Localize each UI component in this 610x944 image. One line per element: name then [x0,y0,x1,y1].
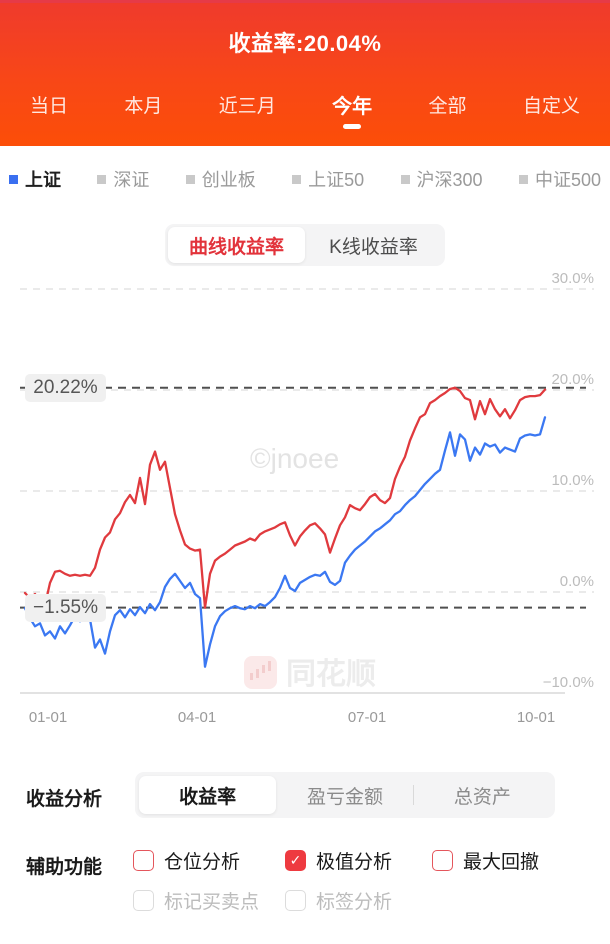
legend-item-创业板[interactable]: 创业板 [185,166,256,192]
legend-item-中证500[interactable]: 中证500 [518,166,601,192]
checkbox-label: 标记买卖点 [164,892,260,913]
checkbox-item-标记买卖点[interactable]: 标记买卖点 [133,887,259,914]
unchecked-checkbox-icon[interactable] [285,890,306,911]
toggle-option-K线收益率[interactable]: K线收益率 [329,236,418,258]
checkbox-item-仓位分析[interactable]: 仓位分析 [133,847,240,874]
analysis-option-label: 收益率 [179,786,237,808]
x-tick-label: 07-01 [348,709,386,726]
unchecked-checkbox-icon[interactable] [133,890,154,911]
analysis-option-label: 总资产 [453,786,511,808]
watermark-candle-mark [262,665,265,673]
checkbox-label: 最大回撤 [463,852,540,873]
legend-swatch [9,174,18,184]
analysis-segmented-control: 收益率 盈亏金额 总资产 [135,772,555,818]
legend-item-上证50[interactable]: 上证50 [292,166,364,192]
y-tick-label: 20.0% [551,371,594,388]
analysis-section-label: 收益分析 [26,789,103,810]
chart-canvas[interactable]: 30.0% 20.0% 10.0% 0.0% −10.0% ©jnoee 同花顺 01-01 0… [0,270,610,730]
legend-label: 沪深300 [416,170,483,190]
checkbox-item-极值分析[interactable]: ✓ 极值分析 [285,847,392,874]
analysis-option-label: 盈亏金额 [306,786,383,808]
analysis-option-总资产[interactable]: 总资产 [412,776,551,814]
checkbox-label: 标签分析 [316,892,393,913]
watermark-candle-mark [250,673,253,680]
max-value-label: 20.22% [25,374,106,402]
index-legend: 上证 深证 创业板 上证50 沪深300 中证500 [0,166,610,192]
tab-当日[interactable]: 当日 [30,96,69,117]
header: 收益率:20.04% 当日 本月 近三月 今年 全部 自定义 [0,0,610,146]
tab-全部[interactable]: 全部 [428,96,467,117]
min-value-label: −1.55% [25,594,106,622]
legend-swatch [185,174,195,184]
tab-自定义[interactable]: 自定义 [522,96,580,117]
series-line-收益率 [23,386,547,609]
toggle-option-曲线收益率[interactable]: 曲线收益率 [168,227,305,263]
x-tick-label: 01-01 [29,709,67,726]
checkbox-label: 仓位分析 [164,852,241,873]
legend-label: 深证 [113,170,150,190]
returns-chart[interactable]: 30.0% 20.0% 10.0% 0.0% −10.0% ©jnoee 同花顺 01-01 0… [0,270,610,730]
watermark-candle-mark [268,661,271,671]
legend-label: 创业板 [201,170,256,190]
legend-item-上证[interactable]: 上证 [9,166,61,192]
segment-divider [412,785,414,805]
unchecked-checkbox-icon[interactable] [432,850,453,871]
statusbar-strip [0,0,610,3]
series-line-上证 [23,416,547,668]
analysis-option-盈亏金额[interactable]: 盈亏金额 [276,776,413,814]
x-tick-label: 04-01 [178,709,216,726]
watermark-jnoee: ©jnoee [250,443,339,474]
legend-item-沪深300[interactable]: 沪深300 [400,166,483,192]
y-tick-label: −10.0% [543,674,594,691]
legend-label: 上证50 [308,170,365,190]
watermark-ths-logo [244,656,277,689]
aux-section-label: 辅助功能 [26,857,103,878]
x-tick-label: 10-01 [517,709,555,726]
y-tick-label: 30.0% [551,270,594,287]
tab-本月[interactable]: 本月 [124,96,163,117]
analysis-option-收益率[interactable]: 收益率 [139,776,277,814]
legend-swatch [400,174,410,184]
checked-checkbox-icon[interactable]: ✓ [285,850,306,871]
checkbox-label: 极值分析 [316,852,393,873]
legend-swatch [518,174,528,184]
curve-kline-toggle: 曲线收益率 K线收益率 [165,224,445,266]
tab-近三月[interactable]: 近三月 [218,96,276,117]
watermark-ths-text: 同花顺 [286,658,376,691]
legend-swatch [97,174,107,184]
period-tab-bar: 当日 本月 近三月 今年 全部 自定义 [0,94,610,136]
selected-tab-underline [343,124,362,129]
watermark-candle-mark [256,669,259,678]
y-tick-label: 0.0% [560,573,594,590]
checkbox-item-标签分析[interactable]: 标签分析 [285,887,392,914]
legend-label: 上证 [25,170,61,190]
legend-label: 中证500 [534,170,601,190]
checkbox-item-最大回撤[interactable]: 最大回撤 [432,847,539,874]
page-title: 收益率:20.04% [228,31,382,56]
unchecked-checkbox-icon[interactable] [133,850,154,871]
tab-今年[interactable]: 今年 [332,94,372,136]
y-tick-label: 10.0% [551,472,594,489]
legend-item-深证[interactable]: 深证 [97,166,149,192]
legend-swatch [292,174,302,184]
